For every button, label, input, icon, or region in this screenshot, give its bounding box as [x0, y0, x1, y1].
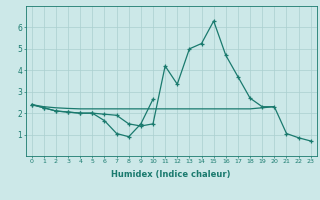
X-axis label: Humidex (Indice chaleur): Humidex (Indice chaleur)	[111, 170, 231, 179]
